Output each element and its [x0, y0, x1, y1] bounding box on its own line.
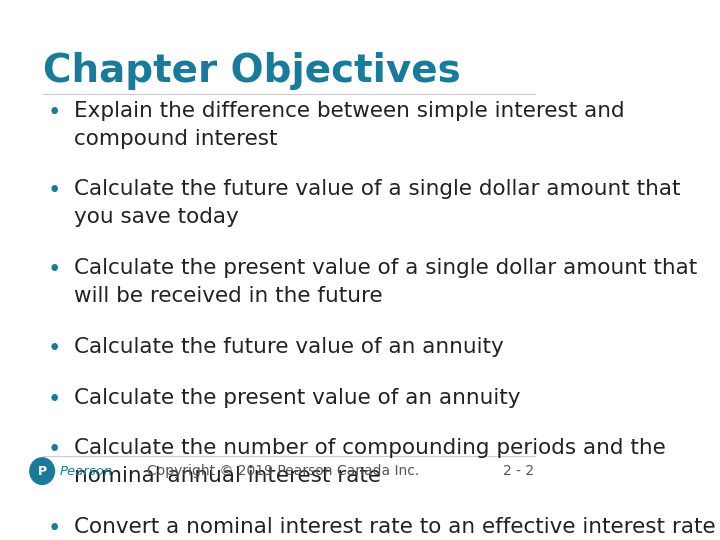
Text: •: •	[48, 179, 61, 202]
Text: •: •	[48, 258, 61, 281]
Text: Calculate the future value of a single dollar amount that: Calculate the future value of a single d…	[74, 179, 680, 199]
Text: •: •	[48, 337, 61, 360]
Text: •: •	[48, 438, 61, 461]
Text: Pearson: Pearson	[60, 464, 113, 477]
Text: Calculate the present value of an annuity: Calculate the present value of an annuit…	[74, 388, 521, 408]
Text: Calculate the future value of an annuity: Calculate the future value of an annuity	[74, 337, 504, 357]
Text: Copyright © 2019 Pearson Canada Inc.: Copyright © 2019 Pearson Canada Inc.	[147, 464, 420, 478]
Text: nominal annual interest rate: nominal annual interest rate	[74, 466, 381, 487]
Text: •: •	[48, 388, 61, 410]
Text: •: •	[48, 101, 61, 124]
Text: P: P	[37, 464, 47, 477]
Text: Explain the difference between simple interest and: Explain the difference between simple in…	[74, 101, 624, 121]
Ellipse shape	[30, 458, 55, 484]
Text: Calculate the number of compounding periods and the: Calculate the number of compounding peri…	[74, 438, 666, 458]
Text: Convert a nominal interest rate to an effective interest rate: Convert a nominal interest rate to an ef…	[74, 517, 716, 537]
Text: compound interest: compound interest	[74, 129, 277, 148]
Text: Chapter Objectives: Chapter Objectives	[43, 52, 461, 91]
Text: 2 - 2: 2 - 2	[503, 464, 534, 478]
Text: Calculate the present value of a single dollar amount that: Calculate the present value of a single …	[74, 258, 697, 278]
Text: you save today: you save today	[74, 207, 239, 227]
Text: •: •	[48, 517, 61, 540]
Text: will be received in the future: will be received in the future	[74, 286, 382, 306]
